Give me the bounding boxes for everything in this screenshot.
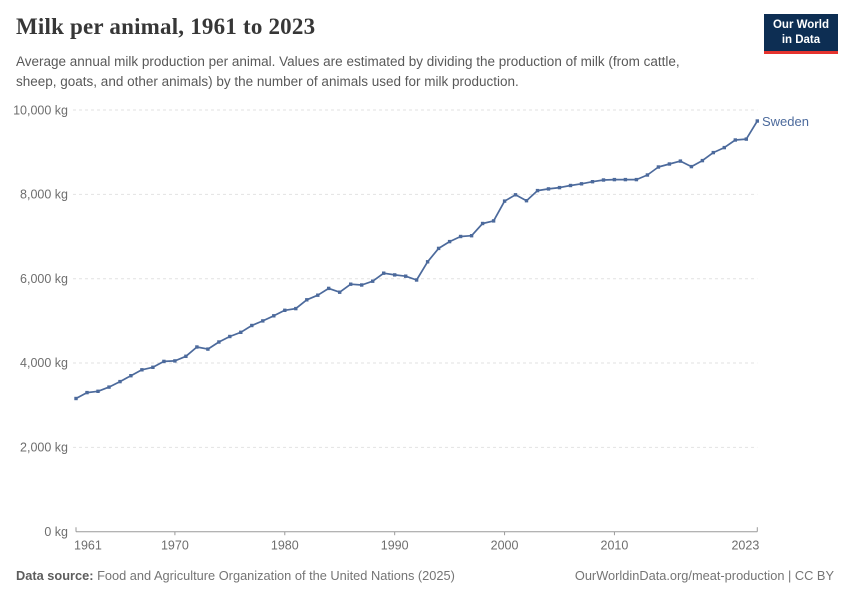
data-point[interactable]: [305, 298, 309, 302]
chart-footer: Data source: Food and Agriculture Organi…: [16, 568, 834, 583]
data-point[interactable]: [623, 177, 628, 182]
owid-logo-line2: in Data: [781, 33, 821, 46]
y-axis-tick-label: 8,000 kg: [20, 188, 68, 202]
data-point[interactable]: [711, 150, 715, 155]
data-point[interactable]: [184, 354, 188, 358]
data-point[interactable]: [502, 199, 507, 203]
y-axis-tick-label: 10,000 kg: [13, 103, 68, 117]
data-point[interactable]: [140, 368, 144, 372]
data-point[interactable]: [360, 283, 364, 287]
data-point[interactable]: [722, 145, 726, 150]
data-point[interactable]: [469, 234, 474, 238]
y-axis-tick-label: 2,000 kg: [20, 441, 68, 455]
owid-logo-line1: Our World: [772, 19, 829, 31]
data-point[interactable]: [612, 177, 617, 182]
data-point[interactable]: [689, 164, 694, 169]
data-point[interactable]: [162, 359, 166, 364]
data-point[interactable]: [118, 379, 122, 384]
data-point[interactable]: [656, 165, 661, 169]
data-source-label: Data source:: [16, 568, 94, 583]
data-point[interactable]: [239, 330, 243, 334]
data-point[interactable]: [294, 306, 298, 311]
data-point[interactable]: [524, 199, 529, 203]
data-point[interactable]: [601, 178, 606, 182]
data-point[interactable]: [173, 359, 177, 363]
data-point[interactable]: [557, 185, 562, 190]
data-point[interactable]: [458, 234, 463, 239]
x-axis-tick-label: 1970: [161, 539, 189, 553]
data-point[interactable]: [96, 389, 100, 393]
data-point[interactable]: [338, 290, 342, 294]
data-point[interactable]: [382, 271, 386, 275]
data-point[interactable]: [491, 219, 496, 223]
data-point[interactable]: [107, 385, 111, 389]
data-point[interactable]: [349, 282, 353, 286]
data-point[interactable]: [667, 162, 672, 166]
data-point[interactable]: [217, 340, 221, 344]
data-point[interactable]: [74, 396, 78, 401]
x-axis-tick-label: 1961: [74, 539, 102, 553]
data-point[interactable]: [447, 239, 452, 244]
x-axis-tick-label: 1990: [381, 539, 409, 553]
data-point[interactable]: [206, 347, 210, 351]
x-axis-tick-label: 2010: [601, 539, 629, 553]
x-axis-tick-label: 1980: [271, 539, 299, 553]
data-point[interactable]: [129, 374, 133, 378]
data-point[interactable]: [568, 183, 573, 188]
data-point[interactable]: [404, 274, 408, 278]
data-point[interactable]: [535, 188, 540, 193]
data-point[interactable]: [250, 323, 254, 328]
data-point[interactable]: [272, 314, 276, 318]
data-point[interactable]: [151, 365, 155, 369]
data-point[interactable]: [590, 180, 595, 184]
data-point[interactable]: [513, 193, 518, 197]
data-point[interactable]: [283, 308, 287, 312]
data-point[interactable]: [579, 182, 584, 186]
data-point[interactable]: [645, 173, 650, 177]
page-subtitle: Average annual milk production per anima…: [16, 54, 680, 89]
data-point[interactable]: [678, 159, 683, 163]
data-point[interactable]: [195, 345, 199, 349]
data-point[interactable]: [733, 138, 737, 142]
data-point[interactable]: [85, 390, 89, 395]
data-point[interactable]: [414, 278, 419, 282]
y-axis-tick-label: 4,000 kg: [20, 356, 68, 370]
data-point[interactable]: [436, 246, 441, 251]
y-axis-tick-label: 6,000 kg: [20, 272, 68, 286]
data-point[interactable]: [261, 319, 265, 323]
data-point[interactable]: [371, 279, 375, 283]
data-source-text: Food and Agriculture Organization of the…: [93, 568, 455, 583]
x-axis-tick-label: 2000: [491, 539, 519, 553]
data-point[interactable]: [634, 177, 639, 182]
data-point[interactable]: [228, 334, 232, 339]
data-point[interactable]: [755, 119, 759, 123]
data-source-note: Data source: Food and Agriculture Organi…: [16, 568, 455, 583]
page-title: Milk per animal, 1961 to 2023: [16, 14, 316, 39]
data-point[interactable]: [316, 293, 320, 297]
owid-logo[interactable]: Our World in Data: [763, 14, 838, 54]
sweden-line[interactable]: [75, 120, 759, 400]
x-axis-tick-label: 2023: [731, 539, 759, 553]
data-point[interactable]: [393, 273, 397, 277]
data-point[interactable]: [480, 221, 485, 226]
data-point[interactable]: [700, 158, 705, 163]
entity-label-sweden[interactable]: Sweden: [762, 114, 809, 129]
data-point[interactable]: [744, 137, 748, 141]
credit-link[interactable]: OurWorldinData.org/meat-production | CC …: [574, 568, 834, 583]
data-point[interactable]: [327, 286, 331, 291]
y-axis-tick-label: 0 kg: [44, 525, 68, 539]
data-point[interactable]: [425, 260, 430, 264]
data-point[interactable]: [546, 187, 551, 191]
